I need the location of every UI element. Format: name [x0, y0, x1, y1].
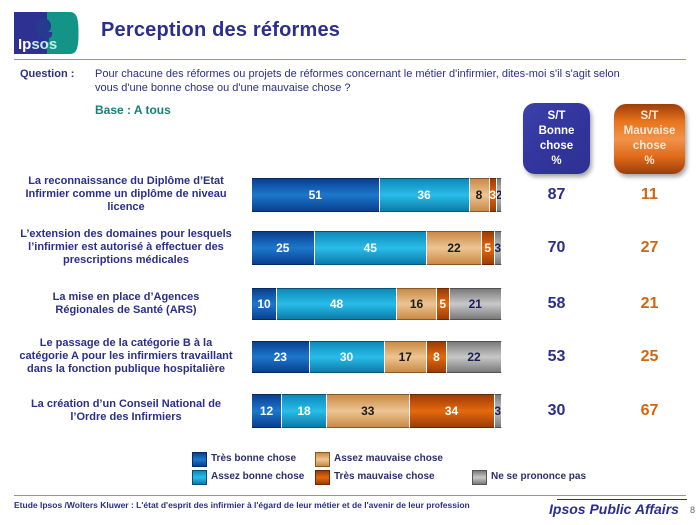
svg-text:Ipsos: Ipsos — [18, 36, 57, 53]
